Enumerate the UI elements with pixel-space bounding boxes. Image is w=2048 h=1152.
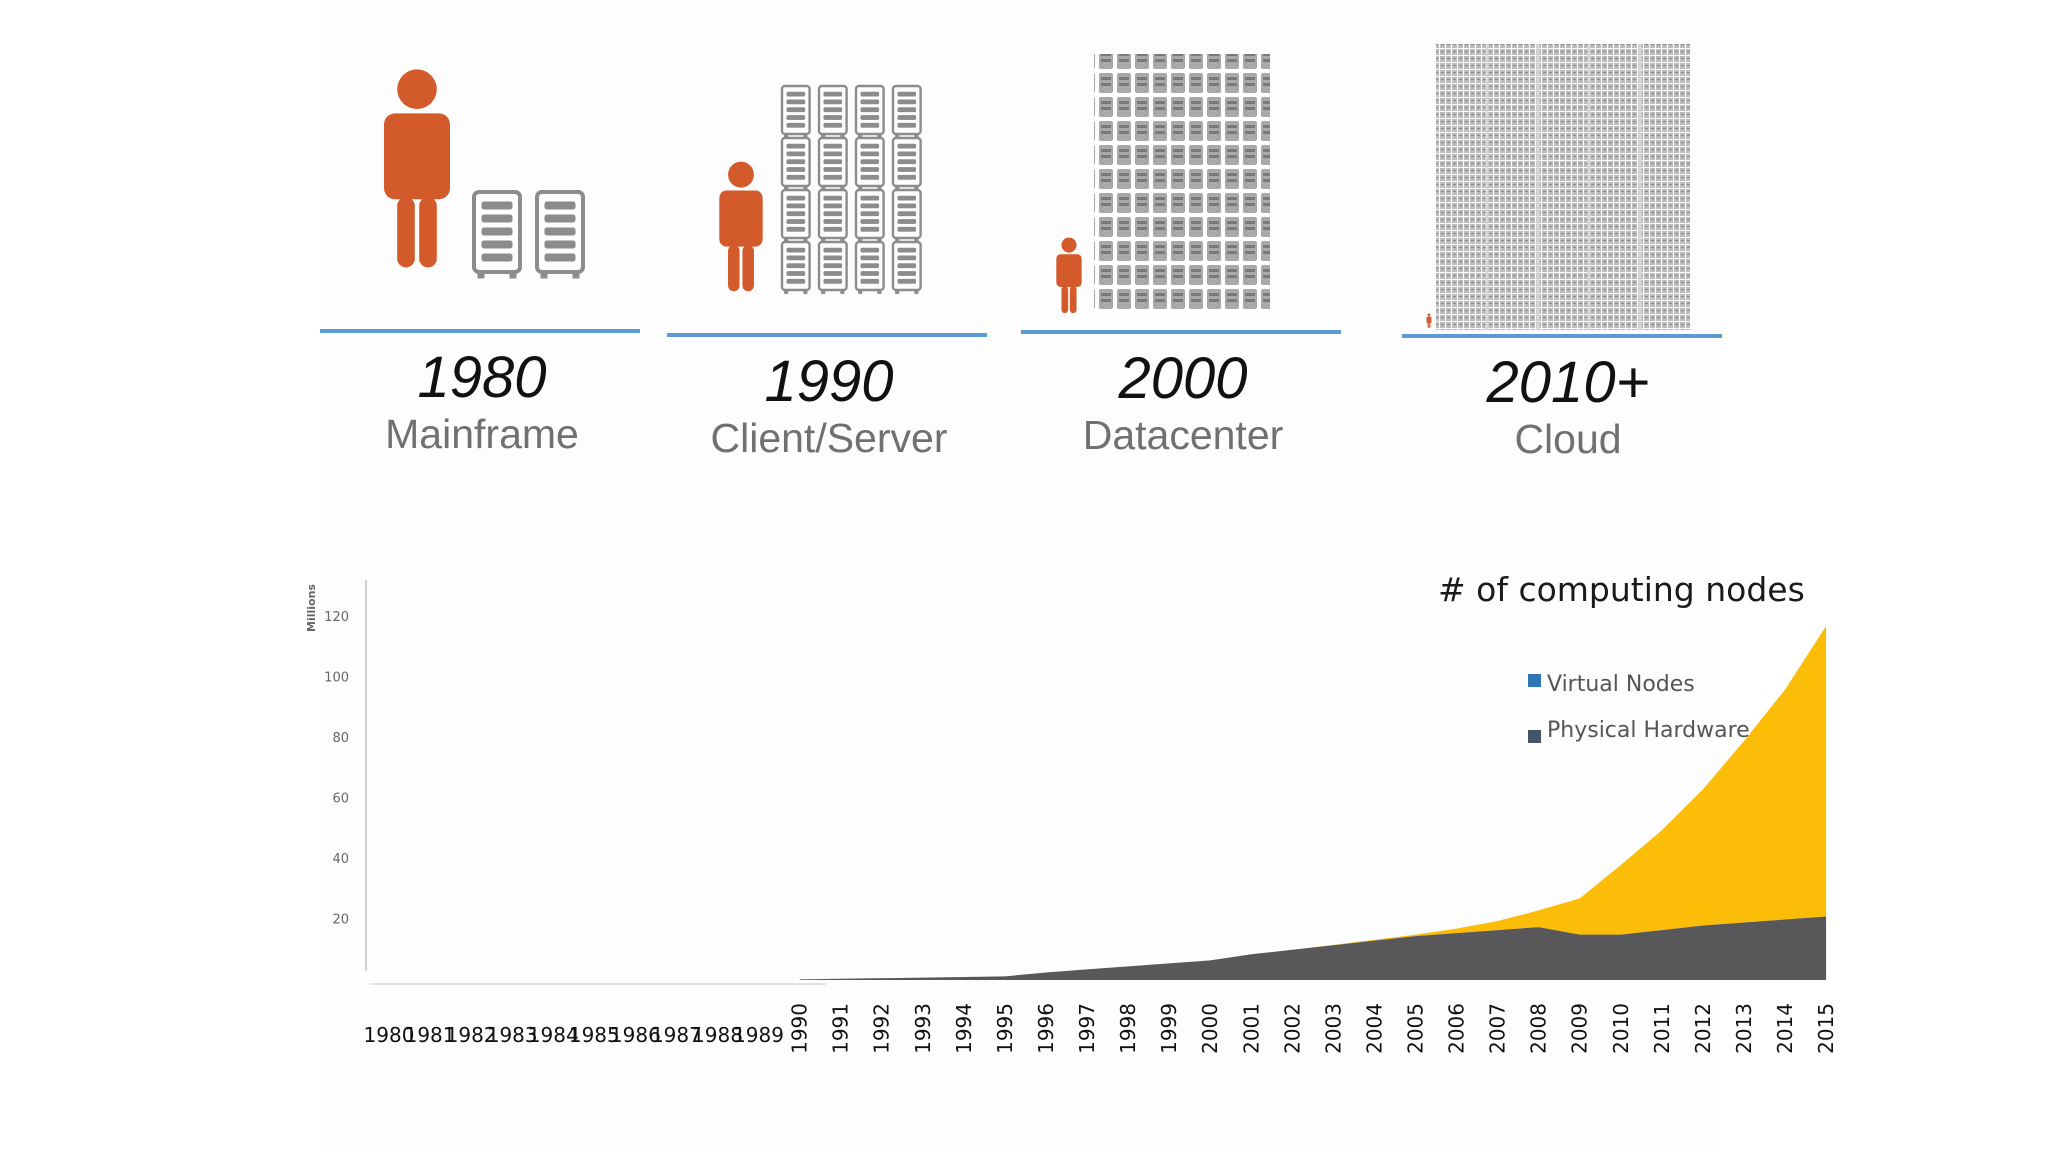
era-1980: 1980 Mainframe xyxy=(322,346,642,458)
era-label: Mainframe xyxy=(385,411,579,457)
x-tick-label: 2003 xyxy=(1321,1003,1345,1054)
legend-swatch-physical xyxy=(1528,729,1541,743)
x-tick-label: 2005 xyxy=(1404,1003,1428,1054)
era-year: 2000 xyxy=(1118,346,1248,411)
x-tick-label: 2006 xyxy=(1445,1003,1469,1054)
y-tick-label: 60 xyxy=(332,792,349,807)
x-tick-label: 2014 xyxy=(1773,1003,1797,1054)
era-2000: 2000 Datacenter xyxy=(1023,347,1343,459)
era-baseline-1980 xyxy=(320,329,640,333)
x-tick-label: 1998 xyxy=(1116,1003,1140,1054)
era-label: Datacenter xyxy=(1082,412,1284,458)
era-label: Cloud xyxy=(1514,416,1622,462)
y-tick-label: 40 xyxy=(332,852,349,867)
era-baseline-2000 xyxy=(1021,330,1341,334)
x-tick-label: 1988 xyxy=(692,1023,743,1047)
era-1990: 1990 Client/Server xyxy=(669,350,989,462)
x-tick-label: 1992 xyxy=(870,1003,894,1054)
x-tick-label: 1995 xyxy=(993,1003,1017,1054)
x-tick-label: 1982 xyxy=(446,1023,497,1047)
legend-label: Physical Hardware xyxy=(1547,718,1750,743)
x-tick-label: 1997 xyxy=(1075,1003,1099,1054)
x-tick-label: 2000 xyxy=(1198,1003,1222,1054)
x-tick-label: 1983 xyxy=(487,1023,538,1047)
series-area-physical-hardware xyxy=(799,916,1827,980)
legend-physical-hardware: Physical Hardware xyxy=(1528,718,1750,743)
datacenter-racks xyxy=(1094,54,1270,310)
x-tick-label: 1999 xyxy=(1157,1003,1181,1054)
x-tick-label: 2002 xyxy=(1280,1003,1304,1054)
era-year: 1980 xyxy=(417,345,547,410)
y-tick-label: 120 xyxy=(324,610,349,625)
y-axis-label: Millions xyxy=(305,584,318,632)
era-year: 1990 xyxy=(764,349,894,414)
x-tick-label: 1990 xyxy=(788,1003,812,1054)
era-baseline-1990 xyxy=(667,333,987,337)
legend-swatch-virtual xyxy=(1528,674,1541,687)
x-tick-label: 2004 xyxy=(1362,1003,1386,1054)
x-tick-label: 1989 xyxy=(733,1023,784,1047)
x-tick-label: 1994 xyxy=(952,1003,976,1054)
era-year: 2010+ xyxy=(1486,350,1650,415)
x-tick-label: 1987 xyxy=(651,1023,702,1047)
x-tick-label: 1980 xyxy=(364,1023,415,1047)
y-tick-label: 20 xyxy=(332,913,349,928)
x-tick-label: 2012 xyxy=(1691,1003,1715,1054)
x-tick-label: 2007 xyxy=(1486,1003,1510,1054)
era-baseline-2010 xyxy=(1402,334,1722,338)
x-tick-label: 1986 xyxy=(610,1023,661,1047)
x-tick-label: 2010 xyxy=(1609,1003,1633,1054)
x-tick-label: 2011 xyxy=(1650,1003,1674,1054)
legend-label: Virtual Nodes xyxy=(1547,672,1695,697)
era-label: Client/Server xyxy=(710,415,948,461)
x-tick-label: 2009 xyxy=(1568,1003,1592,1054)
legend-virtual-nodes: Virtual Nodes xyxy=(1528,672,1695,697)
x-tick-label: 1985 xyxy=(569,1023,620,1047)
cloud-racks xyxy=(1436,44,1690,330)
y-tick-label: 100 xyxy=(324,671,349,686)
x-tick-label: 2015 xyxy=(1814,1003,1838,1054)
y-tick-label: 80 xyxy=(332,731,349,746)
x-tick-label: 1991 xyxy=(829,1003,853,1054)
era-illustrations xyxy=(384,44,1690,330)
x-tick-label: 1981 xyxy=(405,1023,456,1047)
x-tick-label: 1996 xyxy=(1034,1003,1058,1054)
x-tick-label: 1993 xyxy=(911,1003,935,1054)
chart-title: # of computing nodes xyxy=(1438,570,1805,609)
x-tick-label: 2013 xyxy=(1732,1003,1756,1054)
x-tick-label: 2001 xyxy=(1239,1003,1263,1054)
era-2010: 2010+ Cloud xyxy=(1408,351,1728,463)
x-tick-label: 1984 xyxy=(528,1023,579,1047)
x-tick-label: 2008 xyxy=(1527,1003,1551,1054)
cloud-rack-dividers xyxy=(1485,44,1642,330)
